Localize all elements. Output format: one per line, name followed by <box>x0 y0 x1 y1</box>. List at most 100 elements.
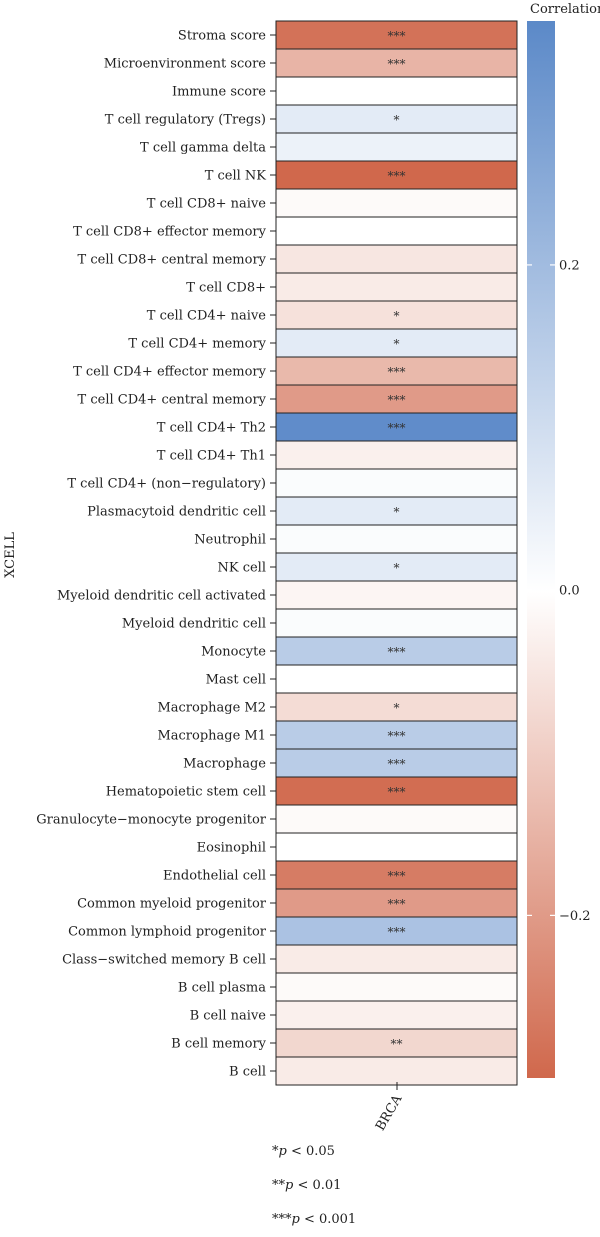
colorbar-ticks: 0.2 0.0 −0.2 <box>527 258 591 924</box>
row-label: T cell CD4+ Th2 <box>157 421 266 436</box>
row-label: Neutrophil <box>194 533 266 548</box>
colorbar: Correlation 0.2 0.0 −0.2 <box>527 2 600 1078</box>
colorbar-title: Correlation <box>530 2 600 17</box>
heatmap-cell <box>275 552 518 582</box>
heatmap-cell <box>275 776 518 806</box>
heatmap-cell <box>275 664 518 694</box>
row-label: Monocyte <box>201 645 266 660</box>
heatmap-cell <box>275 860 518 890</box>
heatmap-cell <box>275 636 518 666</box>
heatmap-cell <box>275 440 518 470</box>
heatmap-cell <box>275 804 518 834</box>
row-label: T cell NK <box>205 169 267 184</box>
column-label-brca: BRCA <box>373 1092 406 1134</box>
column-axis: BRCA <box>373 1082 406 1134</box>
significance-label: *** <box>388 393 406 407</box>
row-label: Granulocyte−monocyte progenitor <box>36 813 267 828</box>
heatmap-cell <box>275 104 518 134</box>
heatmap-cell <box>275 832 518 862</box>
row-label: NK cell <box>217 561 266 576</box>
significance-label: *** <box>388 365 406 379</box>
row-label: T cell CD8+ effector memory <box>73 225 267 240</box>
heatmap-cell <box>275 216 518 246</box>
row-label: T cell CD8+ central memory <box>78 253 267 268</box>
significance-label: * <box>394 309 400 323</box>
heatmap-cell <box>275 272 518 302</box>
colorbar-tick-label: −0.2 <box>559 909 591 924</box>
heatmap-cell <box>275 580 518 610</box>
row-label: T cell gamma delta <box>140 141 266 156</box>
heatmap-cell <box>275 524 518 554</box>
row-label: Eosinophil <box>197 841 266 856</box>
row-label: T cell regulatory (Tregs) <box>105 113 266 128</box>
heatmap-cell <box>275 916 518 946</box>
heatmap-cell <box>275 720 518 750</box>
row-label: B cell memory <box>171 1037 266 1052</box>
row-label: Stroma score <box>178 29 266 44</box>
row-label: Myeloid dendritic cell <box>122 617 266 632</box>
row-label: Mast cell <box>206 673 266 688</box>
row-label: Immune score <box>172 85 266 100</box>
heatmap-cell <box>275 972 518 1002</box>
heatmap-cell <box>275 944 518 974</box>
significance-notes: *p < 0.05 **p < 0.01 ***p < 0.001 <box>272 1135 356 1237</box>
significance-label: *** <box>388 421 406 435</box>
significance-label: *** <box>388 29 406 43</box>
row-label: Common lymphoid progenitor <box>68 925 267 940</box>
significance-label: ** <box>391 1037 403 1051</box>
significance-label: *** <box>388 785 406 799</box>
row-label: T cell CD4+ memory <box>128 337 266 352</box>
heatmap-cell <box>275 244 518 274</box>
heatmap-cell <box>275 384 518 414</box>
colorbar-tick-label: 0.2 <box>559 258 580 273</box>
row-label: Hematopoietic stem cell <box>106 785 266 800</box>
row-label: T cell CD4+ effector memory <box>73 365 267 380</box>
significance-label: *** <box>388 645 406 659</box>
heatmap-cell <box>275 1056 518 1086</box>
heatmap-cell <box>275 356 518 386</box>
significance-label: *** <box>388 869 406 883</box>
heatmap-cell <box>275 20 518 50</box>
significance-label: * <box>394 337 400 351</box>
row-label: Macrophage <box>183 757 266 772</box>
row-label: T cell CD8+ naive <box>147 197 267 212</box>
row-label: T cell CD8+ <box>186 281 266 296</box>
heatmap-cell <box>275 160 518 190</box>
heatmap-cell <box>275 412 518 442</box>
heatmap-cell <box>275 692 518 722</box>
colorbar-gradient <box>527 21 555 1078</box>
significance-label: *** <box>388 757 406 771</box>
colorbar-tick-label: 0.0 <box>559 584 580 599</box>
note-p0001: ***p < 0.001 <box>272 1212 357 1227</box>
row-label: B cell naive <box>190 1009 267 1024</box>
significance-label: * <box>394 561 400 575</box>
note-p005: *p < 0.05 <box>272 1144 335 1159</box>
row-label: Macrophage M1 <box>157 729 266 744</box>
heatmap-cell <box>275 328 518 358</box>
heatmap-cell <box>275 748 518 778</box>
significance-label: *** <box>388 897 406 911</box>
significance-label: * <box>394 701 400 715</box>
y-axis-label: XCELL <box>3 532 18 578</box>
heatmap-cell <box>275 48 518 78</box>
row-label: T cell CD4+ (non−regulatory) <box>67 477 266 492</box>
heatmap-cell <box>275 1000 518 1030</box>
row-label: Class−switched memory B cell <box>62 953 266 968</box>
significance-label: *** <box>388 925 406 939</box>
row-label: T cell CD4+ central memory <box>78 393 267 408</box>
heatmap-rows: Stroma score ***Microenvironment score ***… <box>36 20 518 1086</box>
note-p001: **p < 0.01 <box>272 1178 342 1193</box>
heatmap-cell <box>275 132 518 162</box>
row-label: T cell CD4+ Th1 <box>157 449 266 464</box>
heatmap-cell <box>275 76 518 106</box>
heatmap-cell <box>275 188 518 218</box>
row-label: B cell plasma <box>178 981 266 996</box>
heatmap-cell <box>275 468 518 498</box>
row-label: T cell CD4+ naive <box>147 309 267 324</box>
row-label: Macrophage M2 <box>157 701 266 716</box>
row-label: B cell <box>229 1065 266 1080</box>
row-label: Myeloid dendritic cell activated <box>57 589 266 604</box>
row-label: Plasmacytoid dendritic cell <box>87 505 266 520</box>
significance-label: * <box>394 505 400 519</box>
